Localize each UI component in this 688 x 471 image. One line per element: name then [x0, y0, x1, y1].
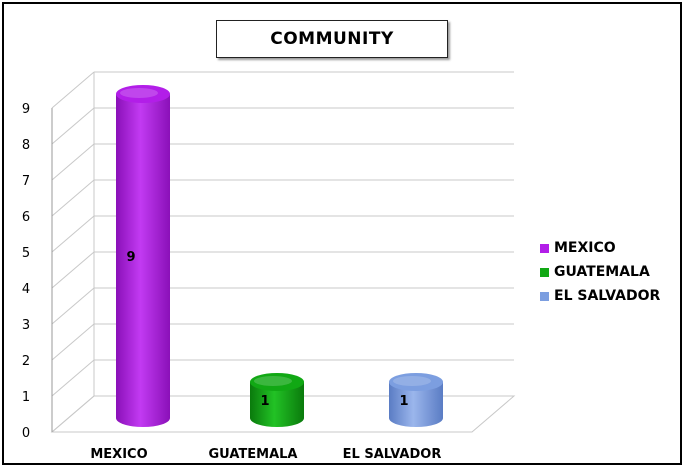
- y-tick-label: 6: [22, 210, 30, 225]
- bar-top: [389, 373, 443, 391]
- gridline-side: [51, 251, 95, 289]
- data-label: 9: [126, 250, 135, 265]
- legend-swatch: [540, 291, 549, 301]
- legend-label: GUATEMALA: [554, 264, 650, 280]
- data-label: 1: [260, 394, 269, 409]
- legend-label: EL SALVADOR: [554, 288, 661, 304]
- gridline-side: [51, 323, 95, 361]
- bar-top-highlight: [120, 88, 158, 98]
- gridline-side: [51, 287, 95, 325]
- bar-body: [250, 382, 304, 427]
- y-tick-label: 2: [22, 354, 30, 369]
- bar: [116, 85, 170, 427]
- chart-frame: [2, 2, 682, 465]
- gridline-side: [51, 143, 95, 181]
- legend-swatch: [540, 267, 549, 277]
- floor: [50, 395, 516, 433]
- bar-body: [389, 382, 443, 427]
- legend-label: MEXICO: [554, 240, 616, 256]
- bar-top: [116, 85, 170, 103]
- legend-swatch: [540, 243, 549, 253]
- chart-legend: MEXICO GUATEMALA EL SALVADOR: [540, 236, 660, 308]
- bar-top-highlight: [254, 376, 292, 386]
- x-category-label: EL SALVADOR: [343, 447, 442, 462]
- y-tick-label: 4: [22, 282, 30, 297]
- y-tick-label: 7: [22, 174, 30, 189]
- bar: [250, 373, 304, 427]
- gridline-side: [51, 359, 95, 397]
- y-tick-label: 0: [22, 426, 30, 441]
- legend-item: GUATEMALA: [540, 260, 660, 284]
- bar-top: [250, 373, 304, 391]
- gridline-side: [51, 107, 95, 145]
- x-category-label: GUATEMALA: [209, 447, 298, 462]
- gridline-side: [51, 179, 95, 217]
- legend-item: MEXICO: [540, 236, 660, 260]
- chart-title-box: COMMUNITY: [216, 20, 448, 58]
- y-tick-label: 1: [22, 390, 30, 405]
- bar-top-highlight: [393, 376, 431, 386]
- data-label: 1: [399, 394, 408, 409]
- y-tick-label: 8: [22, 138, 30, 153]
- y-tick-label: 5: [22, 246, 30, 261]
- y-tick-label: 9: [22, 102, 30, 117]
- gridline-side: [51, 71, 95, 109]
- gridline-side: [51, 215, 95, 253]
- y-tick-label: 3: [22, 318, 30, 333]
- chart-title: COMMUNITY: [270, 29, 394, 49]
- legend-item: EL SALVADOR: [540, 284, 660, 308]
- x-category-label: MEXICO: [90, 447, 147, 462]
- bar-body: [116, 94, 170, 427]
- bar: [389, 373, 443, 427]
